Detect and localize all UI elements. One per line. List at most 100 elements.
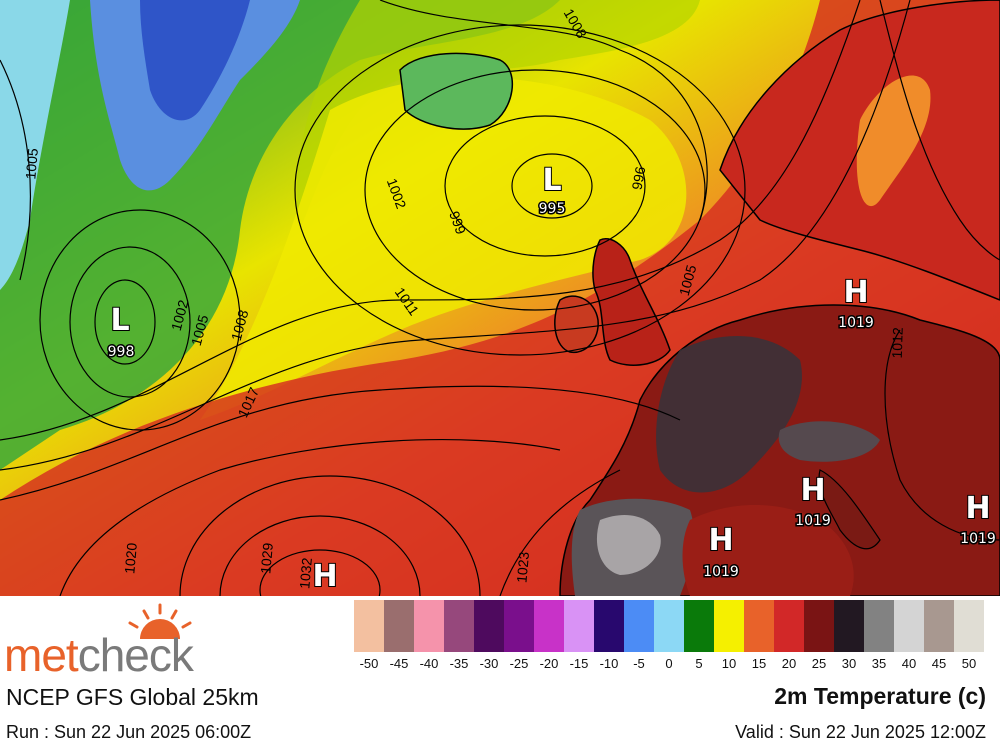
- cool-zone-light: [296, 0, 700, 230]
- isobar-label: 996: [629, 165, 649, 191]
- scale-swatch: [834, 600, 864, 652]
- high-scandinavia: H 1019: [837, 274, 876, 333]
- scale-tick-label: 5: [695, 656, 703, 671]
- pressure-value: 1019: [795, 513, 831, 529]
- italy: [818, 469, 881, 550]
- alps: [778, 421, 880, 462]
- mediterranean-sea: [682, 505, 854, 596]
- pressure-letter: H: [800, 473, 825, 508]
- scale-tick-label: -35: [449, 656, 469, 671]
- isobar-low-north-4: [294, 24, 746, 356]
- iceland: [399, 52, 514, 130]
- scale-tick-label: 25: [811, 656, 827, 671]
- scale-swatch: [804, 600, 834, 652]
- scale-tick-label: -15: [569, 656, 589, 671]
- pressure-centers: L 998 L 995 H 1019 H 1019 H 1019 H 1019 …: [106, 162, 998, 595]
- hot-core-france: [656, 336, 802, 493]
- isobar-high-azores-1026: [179, 475, 481, 596]
- scale-swatch: [594, 600, 624, 652]
- isobar-1017: [0, 385, 681, 501]
- isobar-label: 1023: [513, 551, 532, 584]
- scale-tick-label: -45: [389, 656, 409, 671]
- isobar-low-north-outer: [364, 69, 706, 311]
- scale-swatch: [384, 600, 414, 652]
- isobar-1005-west: [0, 59, 31, 281]
- isobar-label: 1002: [168, 298, 192, 332]
- isobar-label: 1008: [228, 308, 252, 342]
- temperature-scale: [354, 600, 984, 652]
- ice-edge-west: [0, 0, 70, 290]
- ireland: [554, 295, 599, 354]
- isobar-east: [884, 329, 1000, 541]
- greenland-core: [140, 0, 250, 121]
- pressure-value: 998: [108, 344, 135, 360]
- pressure-value: 1019: [960, 531, 996, 547]
- high-mediterranean: H 1019: [702, 522, 741, 582]
- scale-swatch: [624, 600, 654, 652]
- scale-tick-label: -25: [509, 656, 529, 671]
- model-name: NCEP GFS Global 25km: [6, 684, 259, 710]
- pressure-value: 1019: [838, 315, 874, 331]
- scale-swatch: [654, 600, 684, 652]
- scale-swatch: [504, 600, 534, 652]
- isobar-label: 1012: [889, 327, 906, 359]
- temperature-scale-ticks: -50 -45 -40 -35 -30 -25 -20 -15 -10 -5 0 5 10 15 20 25 3…: [354, 656, 984, 674]
- high-balkans: H 1019: [959, 490, 998, 549]
- isobar-low-north-inner: [511, 153, 593, 219]
- scale-swatch: [774, 600, 804, 652]
- scale-swatch: [924, 600, 954, 652]
- metcheck-logo: metcheck: [4, 629, 194, 681]
- valid-time: Valid : Sun 22 Jun 2025 12:00Z: [735, 722, 986, 742]
- scale-tick-label: -50: [359, 656, 379, 671]
- mild-zone: [200, 77, 687, 421]
- scale-swatch: [684, 600, 714, 652]
- isobar-1014: [0, 0, 911, 471]
- scale-tick-label: 45: [931, 656, 947, 671]
- isobar-high-azores-1032: [259, 549, 381, 596]
- scale-tick-label: 30: [841, 656, 857, 671]
- isobar-label: 1032: [296, 557, 315, 590]
- scale-swatch: [714, 600, 744, 652]
- pressure-letter: L: [110, 303, 129, 338]
- low-west: L 998: [106, 302, 136, 362]
- isobar-label: 1005: [676, 263, 700, 297]
- isobar-low-north-mid: [444, 115, 646, 257]
- scale-tick-label: 10: [721, 656, 737, 671]
- isobar-low-west-outer: [39, 209, 241, 431]
- logo-check: check: [77, 629, 194, 681]
- product-title: 2m Temperature (c): [774, 683, 986, 709]
- isobar-low-west-inner: [94, 279, 156, 365]
- sun-icon: [128, 603, 192, 639]
- scale-tick-label: -5: [633, 656, 645, 671]
- scale-swatch: [444, 600, 474, 652]
- scale-swatch: [564, 600, 594, 652]
- scale-tick-label: 50: [961, 656, 977, 671]
- isobar-1020: [59, 439, 561, 596]
- scale-swatch: [864, 600, 894, 652]
- scale-tick-label: 20: [781, 656, 797, 671]
- pressure-letter: H: [843, 275, 868, 310]
- isobar-1011: [0, 0, 861, 441]
- high-azores: H: [311, 558, 338, 595]
- low-north: L 995: [537, 162, 567, 219]
- scale-swatch: [894, 600, 924, 652]
- scale-tick-label: -30: [479, 656, 499, 671]
- isobar-label: 999: [446, 209, 469, 237]
- pressure-letter: H: [312, 559, 337, 594]
- pressure-letter: H: [965, 491, 990, 526]
- scale-tick-label: -40: [419, 656, 439, 671]
- isobar-high-azores-1029: [219, 515, 421, 596]
- logo-met: met: [4, 629, 79, 681]
- scale-tick-label: 35: [871, 656, 887, 671]
- pressure-value: 995: [539, 201, 566, 217]
- scale-tick-label: 15: [751, 656, 767, 671]
- isobar-label: 1029: [257, 542, 276, 575]
- scale-swatch: [744, 600, 774, 652]
- scale-swatch: [954, 600, 984, 652]
- isobar-scand: [879, 0, 1000, 261]
- isobar-label: 1020: [121, 542, 140, 575]
- hot-core-iberia-light: [596, 515, 661, 575]
- isobar-1023: [499, 469, 621, 596]
- scale-swatch: [534, 600, 564, 652]
- scale-tick-label: -20: [539, 656, 559, 671]
